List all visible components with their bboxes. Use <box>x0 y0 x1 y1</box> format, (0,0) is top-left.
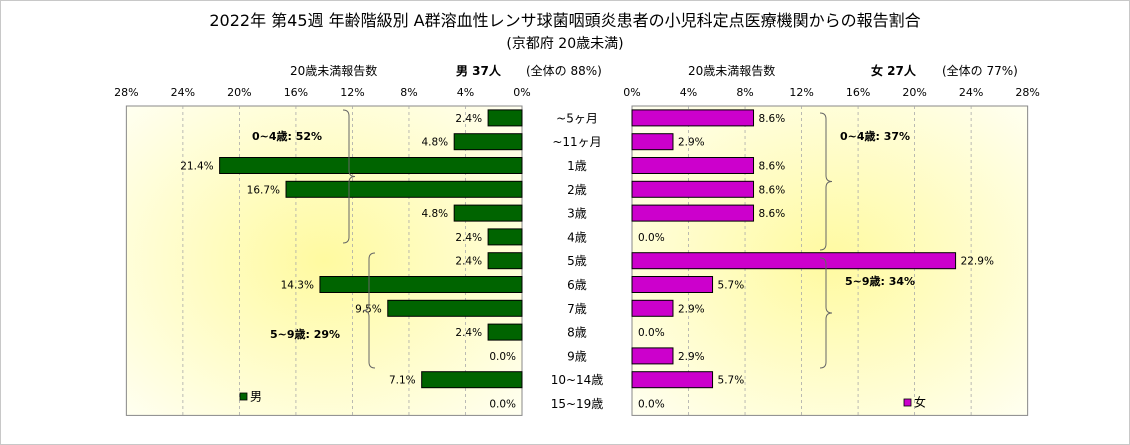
age-category-label: 7歳 <box>567 302 587 316</box>
female-data-label: 0.0% <box>638 399 665 411</box>
female-bar <box>631 276 714 293</box>
female-data-label: 8.6% <box>759 113 786 125</box>
male-x-tick-label: 16% <box>284 86 308 99</box>
male-x-tick-label: 0% <box>513 86 530 99</box>
age-category-label: 5歳 <box>567 254 587 268</box>
female-legend-swatch <box>903 398 912 407</box>
female-bar <box>631 109 755 127</box>
female-bar <box>631 157 755 174</box>
female-data-label: 2.9% <box>678 351 705 363</box>
male-x-tick-label: 8% <box>400 86 417 99</box>
female-header-share: (全体の 77%) <box>942 64 1018 78</box>
male-bar <box>421 371 523 389</box>
male-x-tick-label: 20% <box>227 86 251 99</box>
male-data-label: 14.3% <box>281 280 314 292</box>
male-bar <box>487 323 523 341</box>
male-x-tick-label: 28% <box>114 86 138 99</box>
female-x-tick-label: 4% <box>680 86 697 99</box>
female-bar <box>631 371 714 389</box>
male-bar <box>487 252 523 270</box>
female-bar <box>631 204 755 222</box>
male-data-label: 2.4% <box>455 327 482 339</box>
chart-title: 2022年 第45週 年齢階級別 A群溶血性レンサ球菌咽頭炎患者の小児科定点医療… <box>209 11 921 30</box>
male-x-tick-label: 4% <box>457 86 474 99</box>
male-data-label: 2.4% <box>455 256 482 268</box>
female-data-label: 5.7% <box>718 280 745 292</box>
female-data-label: 0.0% <box>638 327 665 339</box>
male-data-label: 21.4% <box>180 161 213 173</box>
male-data-label: 16.7% <box>247 184 280 196</box>
male-bar <box>487 109 523 127</box>
male-0-4-brace <box>342 109 356 244</box>
male-bar <box>487 228 523 246</box>
male-bar <box>219 157 523 174</box>
age-category-label: 2歳 <box>567 183 587 197</box>
female-data-label: 22.9% <box>961 256 994 268</box>
female-x-tick-label: 20% <box>902 86 926 99</box>
female-x-tick-label: 12% <box>789 86 813 99</box>
female-data-label: 8.6% <box>759 161 786 173</box>
female-bar <box>631 180 755 198</box>
male-data-label: 2.4% <box>455 113 482 125</box>
female-annotation-0-4: 0~4歳: 37% <box>840 129 910 143</box>
age-category-label: 1歳 <box>567 159 587 173</box>
male-data-label: 2.4% <box>455 232 482 244</box>
male-x-tick-label: 12% <box>340 86 364 99</box>
female-bar <box>631 299 674 317</box>
male-data-label: 4.8% <box>421 137 448 149</box>
male-data-label: 7.1% <box>389 375 416 387</box>
female-data-label: 8.6% <box>759 208 786 220</box>
male-data-label: 0.0% <box>489 399 516 411</box>
age-category-label: 6歳 <box>567 278 587 292</box>
chart-subtitle: (京都府 20歳未満) <box>506 36 624 52</box>
male-bar <box>319 276 523 293</box>
male-bar <box>453 133 523 151</box>
male-data-label: 0.0% <box>489 351 516 363</box>
male-data-label: 4.8% <box>421 208 448 220</box>
female-5-9-brace <box>819 257 833 369</box>
age-category-label: 9歳 <box>567 349 587 363</box>
female-data-label: 8.6% <box>759 184 786 196</box>
female-bar <box>631 252 957 270</box>
female-bar <box>631 133 674 151</box>
female-x-tick-label: 16% <box>846 86 870 99</box>
female-legend-label: 女 <box>914 395 926 410</box>
age-category-label: 10~14歳 <box>551 373 604 387</box>
female-data-label: 2.9% <box>678 137 705 149</box>
male-annotation-0-4: 0~4歳: 52% <box>252 129 322 143</box>
age-category-label: 15~19歳 <box>551 397 604 411</box>
age-category-label: 4歳 <box>567 230 587 244</box>
age-category-label: ~11ヶ月 <box>552 135 601 149</box>
female-header-label: 20歳未満報告数 <box>688 64 776 78</box>
age-category-label: 8歳 <box>567 326 587 340</box>
age-category-label: ~5ヶ月 <box>556 111 598 125</box>
female-header-count: 女 27人 <box>871 64 916 78</box>
male-bar <box>387 299 523 317</box>
female-data-label: 5.7% <box>718 375 745 387</box>
female-0-4-brace <box>819 112 833 251</box>
female-x-tick-label: 0% <box>623 86 640 99</box>
male-legend-swatch <box>239 392 248 401</box>
male-bar <box>453 204 523 222</box>
age-category-label: 3歳 <box>567 207 587 221</box>
male-annotation-5-9: 5~9歳: 29% <box>270 327 340 341</box>
male-bar <box>285 180 523 198</box>
male-header-label: 20歳未満報告数 <box>290 64 378 78</box>
female-data-label: 0.0% <box>638 232 665 244</box>
female-x-tick-label: 28% <box>1015 86 1039 99</box>
female-data-label: 2.9% <box>678 303 705 315</box>
male-header-count: 男 37人 <box>456 64 501 78</box>
female-x-tick-label: 8% <box>736 86 753 99</box>
male-5-9-brace <box>362 252 376 369</box>
male-legend-label: 男 <box>250 390 262 404</box>
male-header-share: (全体の 88%) <box>526 64 602 78</box>
male-data-label: 9.5% <box>355 303 382 315</box>
female-bar <box>631 347 674 365</box>
female-annotation-5-9: 5~9歳: 34% <box>845 274 915 288</box>
male-x-tick-label: 24% <box>171 86 195 99</box>
female-x-tick-label: 24% <box>959 86 983 99</box>
